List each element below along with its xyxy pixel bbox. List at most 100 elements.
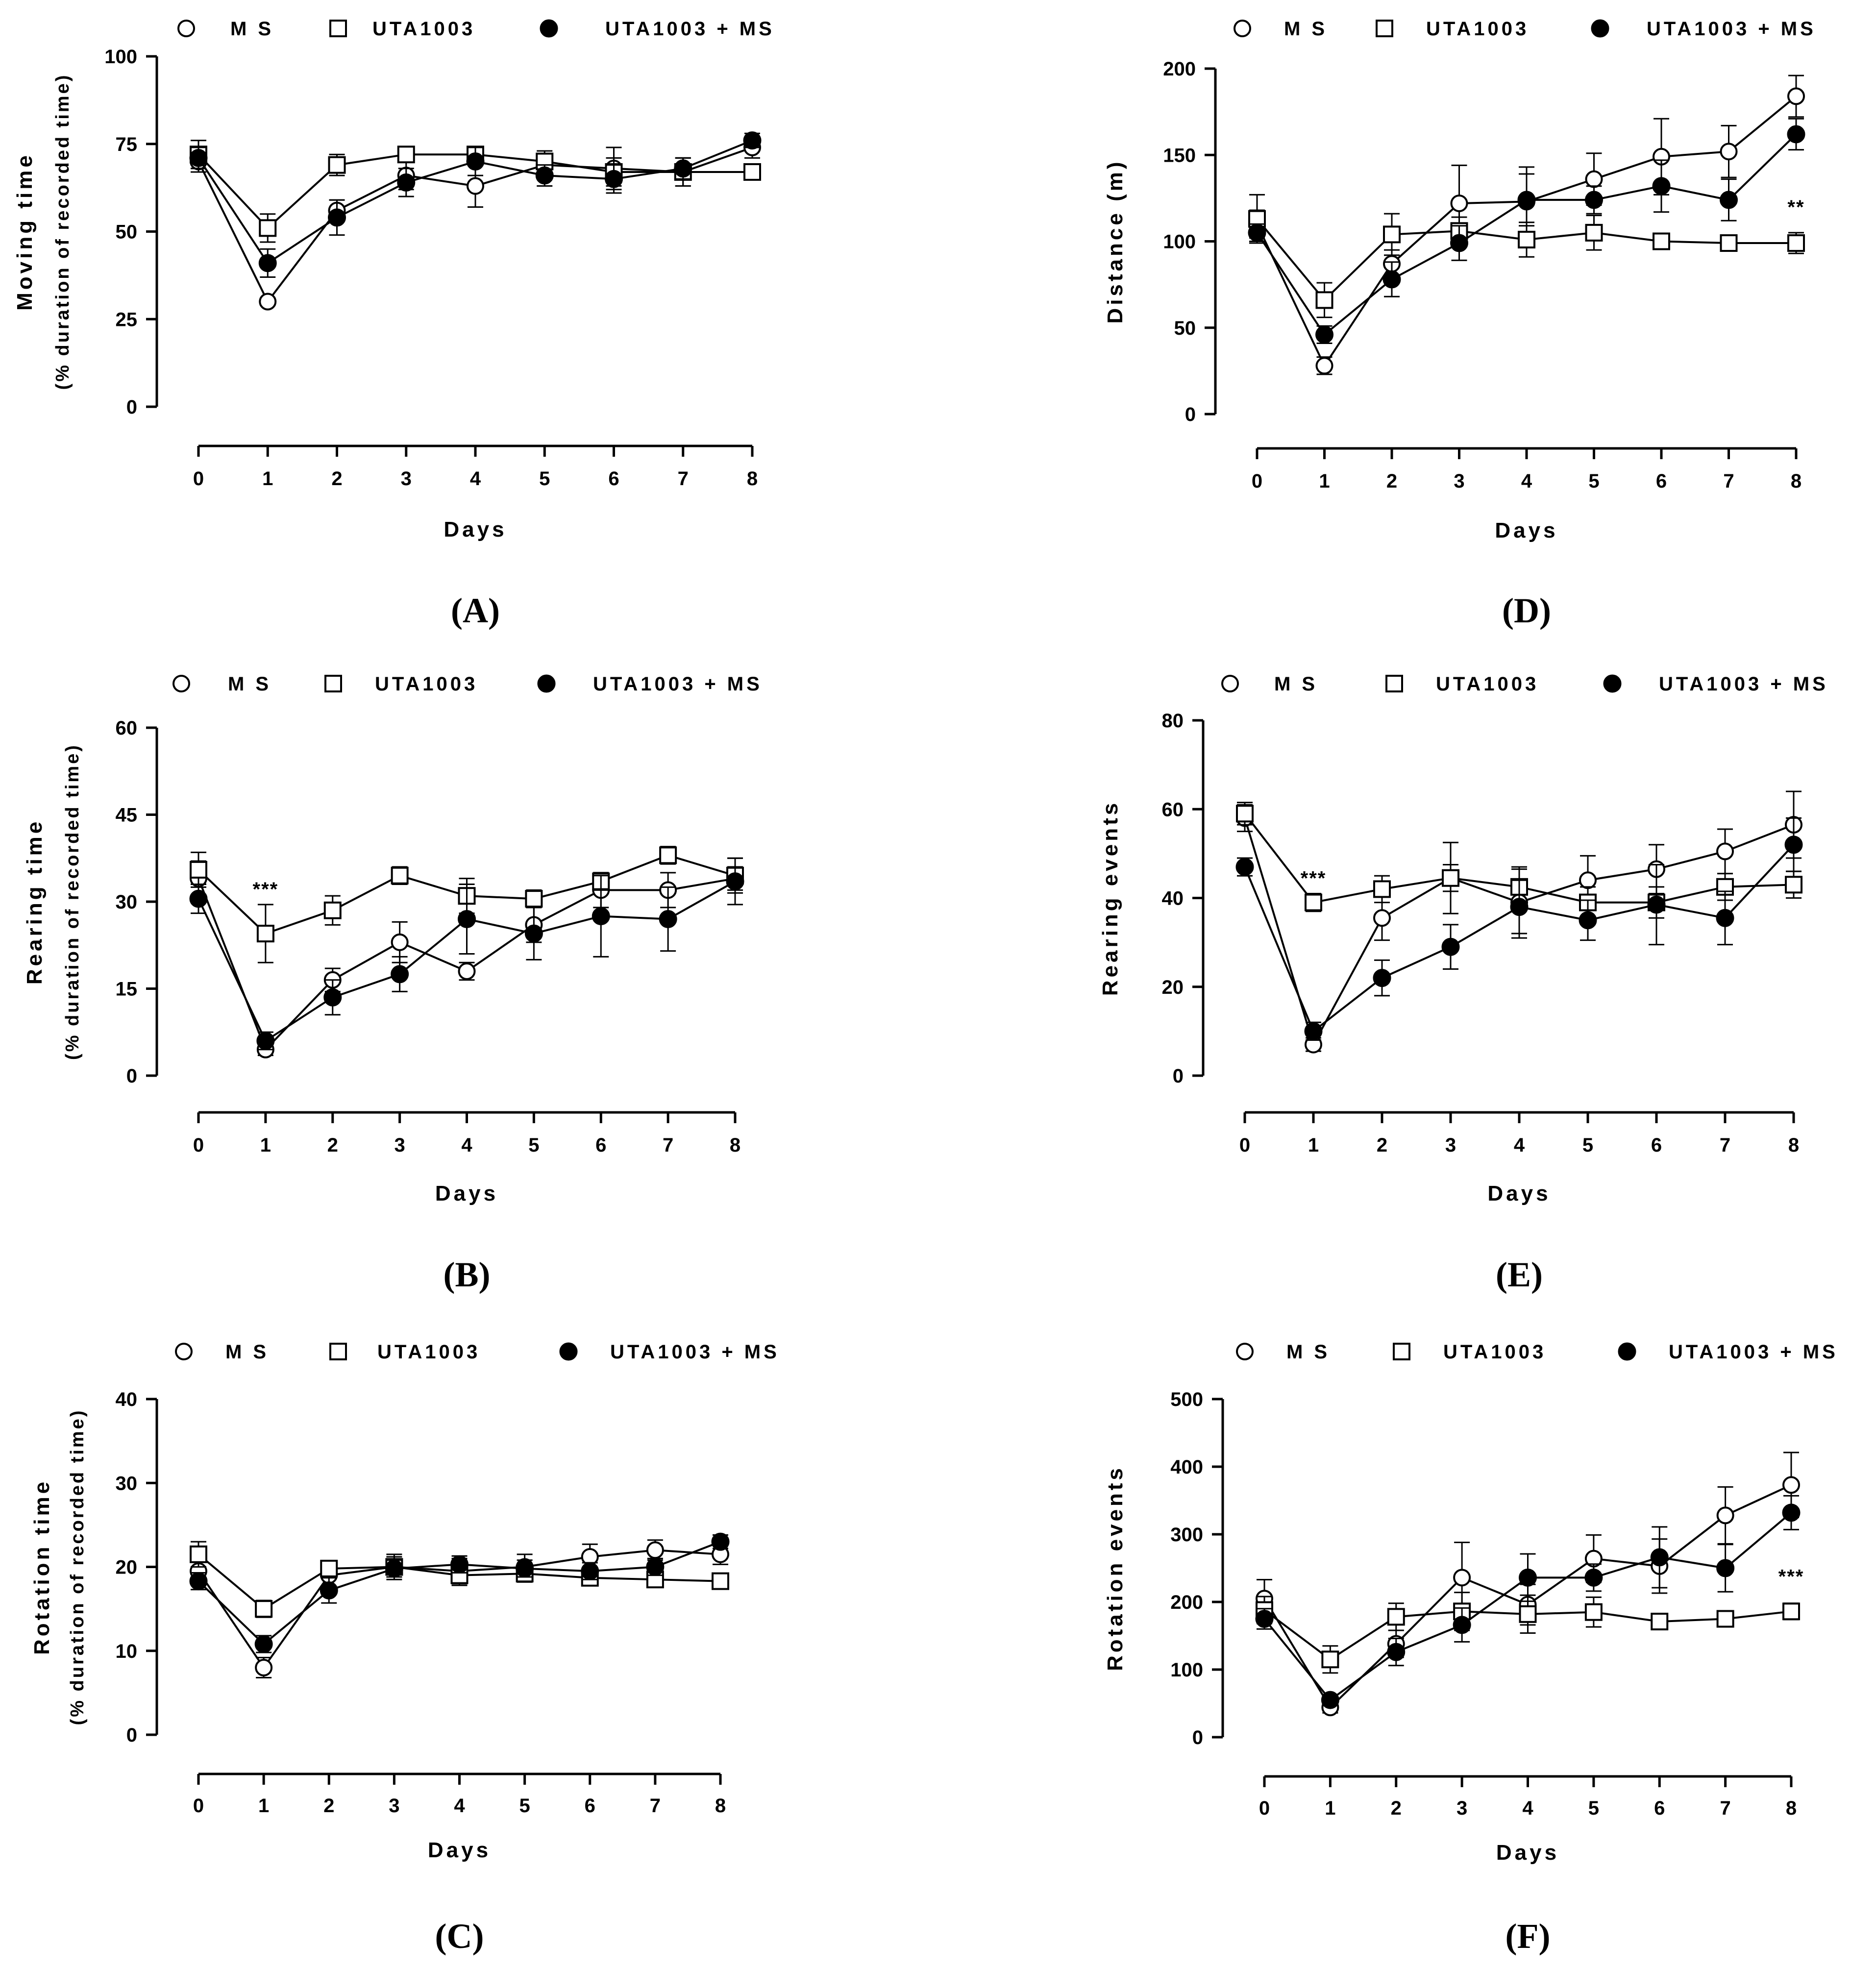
x-tick-label: 8 (1791, 470, 1802, 492)
data-point-combo (320, 1581, 338, 1599)
y-tick-label: 30 (116, 891, 138, 913)
x-tick-label: 4 (461, 1134, 472, 1156)
x-tick-label: 2 (331, 468, 342, 490)
y-tick-label: 60 (1162, 799, 1184, 820)
data-point-combo (1716, 1559, 1735, 1577)
x-tick-label: 6 (1656, 470, 1667, 492)
data-point-uta (743, 163, 761, 181)
legend-marker-uta (329, 1343, 347, 1360)
chart-panel-5: M S UTA1003 UTA1003 + MS 0 20 40 60 80 0 1 2 3 4 5 6 7 8… (1098, 673, 1828, 1294)
y-tick-label: 100 (1170, 1659, 1203, 1681)
data-point-combo (1647, 895, 1666, 914)
significance-marker: *** (1301, 867, 1327, 889)
data-point-uta (328, 156, 346, 174)
data-point-ms (467, 177, 484, 195)
data-point-uta (190, 1545, 207, 1563)
data-point-uta (320, 1559, 338, 1577)
chart-panel-6: M S UTA1003 UTA1003 + MS 0 100 200 300 400 500 0 1… (1103, 1341, 1838, 1956)
x-axis-title: Days (1496, 1841, 1559, 1865)
data-point-combo (466, 152, 485, 171)
x-tick-label: 1 (1308, 1134, 1319, 1156)
y-tick-label: 0 (126, 1065, 137, 1087)
legend-label-combo: UTA1003 + MS (593, 673, 763, 695)
series-combo (1235, 817, 1803, 1041)
x-tick-label: 4 (454, 1795, 465, 1817)
data-point-ms (1716, 1506, 1734, 1525)
x-tick-label: 2 (1386, 470, 1397, 492)
legend-marker-combo (1618, 1342, 1636, 1361)
data-point-uta (1787, 234, 1805, 252)
y-tick-label: 40 (116, 1389, 138, 1410)
y-tick-label: 150 (1163, 145, 1196, 166)
x-tick-label: 8 (747, 468, 758, 490)
legend-marker-ms (1221, 675, 1239, 692)
x-tick-label: 0 (193, 1134, 204, 1156)
data-point-ms (1716, 842, 1734, 861)
legend-label-ms: M S (1286, 1341, 1330, 1363)
x-tick-label: 3 (401, 468, 412, 490)
x-tick-label: 3 (1456, 1797, 1467, 1819)
y-tick-label: 400 (1170, 1456, 1203, 1478)
data-point-combo (1315, 325, 1333, 344)
data-point-ms (255, 1659, 273, 1676)
data-point-ms (1720, 143, 1738, 161)
x-tick-label: 0 (193, 1795, 204, 1817)
significance-marker: *** (1778, 1566, 1804, 1587)
data-point-combo (391, 965, 409, 984)
data-point-uta (1373, 880, 1391, 898)
y-axis-title: Rotation events (1103, 1465, 1127, 1671)
y-tick-label: 0 (1173, 1065, 1184, 1087)
data-point-combo (592, 907, 610, 926)
data-point-combo (646, 1558, 665, 1576)
data-point-ms (458, 962, 476, 980)
data-point-uta (1782, 1602, 1800, 1621)
legend-marker-combo (559, 1342, 578, 1361)
x-tick-label: 8 (1786, 1797, 1797, 1819)
legend-label-combo: UTA1003 + MS (1647, 18, 1816, 40)
legend-label-combo: UTA1003 + MS (1659, 673, 1828, 695)
x-tick-label: 8 (1788, 1134, 1799, 1156)
x-tick-label: 4 (1514, 1134, 1525, 1156)
y-axis-subtitle: (% duration of recorded time) (62, 743, 83, 1060)
data-point-ms (1585, 170, 1603, 188)
data-point-uta (397, 146, 415, 164)
x-tick-label: 7 (663, 1134, 673, 1156)
data-point-uta (255, 1600, 273, 1618)
legend-label-combo: UTA1003 + MS (1669, 1341, 1838, 1363)
data-point-ms (391, 933, 409, 951)
series-uta (1248, 194, 1805, 319)
x-tick-label: 1 (262, 468, 273, 490)
legend-label-combo: UTA1003 + MS (610, 1341, 780, 1363)
data-point-combo (535, 166, 554, 185)
series-combo (189, 131, 762, 278)
y-tick-label: 200 (1170, 1592, 1203, 1613)
data-point-ms (1579, 871, 1597, 889)
legend-marker-combo (537, 674, 556, 693)
legend-marker-ms (175, 1343, 193, 1360)
data-point-combo (711, 1532, 730, 1551)
data-point-ms (1373, 909, 1391, 927)
data-point-uta (1584, 1603, 1603, 1621)
legend-label-ms: M S (230, 18, 274, 40)
y-axis-title: Distance (m) (1103, 159, 1127, 323)
data-point-combo (323, 988, 342, 1007)
panel-label: (C) (435, 1917, 484, 1956)
y-tick-label: 0 (1185, 404, 1196, 425)
x-axis-title: Days (1487, 1181, 1551, 1205)
y-tick-label: 500 (1170, 1389, 1203, 1410)
data-point-uta (391, 866, 409, 885)
legend-label-combo: UTA1003 + MS (605, 18, 775, 40)
y-tick-label: 80 (1162, 710, 1184, 732)
y-tick-label: 15 (116, 979, 138, 1000)
data-point-combo (256, 1032, 275, 1050)
x-tick-label: 6 (1654, 1797, 1665, 1819)
data-point-combo (450, 1555, 469, 1574)
data-point-uta (256, 925, 274, 943)
y-tick-label: 30 (116, 1473, 138, 1494)
x-tick-label: 3 (395, 1134, 405, 1156)
legend-marker-ms (1236, 1343, 1254, 1360)
y-tick-label: 10 (116, 1641, 138, 1662)
series-combo (1248, 118, 1805, 344)
legend-marker-ms (1234, 20, 1251, 37)
